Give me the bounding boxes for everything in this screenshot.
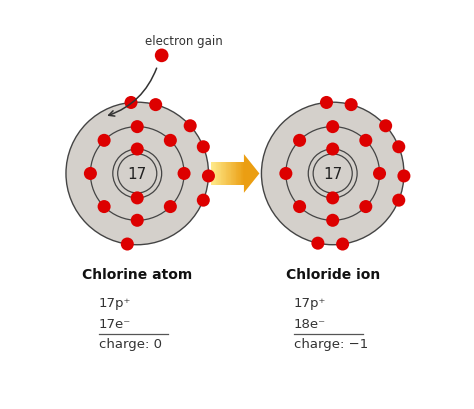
Circle shape	[98, 135, 110, 148]
Circle shape	[149, 99, 162, 112]
Circle shape	[392, 141, 405, 154]
Polygon shape	[224, 163, 225, 185]
Circle shape	[202, 170, 215, 183]
Circle shape	[197, 194, 210, 207]
Circle shape	[293, 135, 306, 148]
Polygon shape	[226, 163, 227, 185]
Polygon shape	[235, 163, 236, 185]
Circle shape	[336, 238, 349, 251]
Text: 18e⁻: 18e⁻	[294, 317, 326, 330]
Circle shape	[121, 238, 134, 251]
Text: 17e⁻: 17e⁻	[99, 317, 131, 330]
Polygon shape	[215, 163, 216, 185]
Text: Chlorine atom: Chlorine atom	[82, 267, 192, 281]
Polygon shape	[236, 163, 237, 185]
Circle shape	[183, 120, 197, 133]
Circle shape	[131, 214, 144, 227]
Circle shape	[293, 200, 306, 213]
Circle shape	[155, 49, 168, 63]
Circle shape	[66, 103, 209, 245]
Polygon shape	[237, 163, 238, 185]
Text: charge: 0: charge: 0	[99, 337, 162, 351]
Polygon shape	[234, 163, 235, 185]
Polygon shape	[232, 163, 233, 185]
Polygon shape	[223, 163, 224, 185]
Circle shape	[125, 97, 137, 110]
Polygon shape	[214, 163, 215, 185]
Circle shape	[286, 127, 380, 221]
Circle shape	[326, 214, 339, 227]
Circle shape	[91, 127, 184, 221]
Polygon shape	[227, 163, 228, 185]
Text: Chloride ion: Chloride ion	[285, 267, 380, 281]
Polygon shape	[231, 163, 232, 185]
Circle shape	[311, 237, 324, 250]
Polygon shape	[211, 163, 212, 185]
Polygon shape	[217, 163, 218, 185]
Polygon shape	[210, 163, 211, 185]
Circle shape	[313, 155, 352, 193]
Circle shape	[345, 99, 358, 112]
Polygon shape	[244, 155, 259, 193]
Polygon shape	[230, 163, 231, 185]
Circle shape	[359, 135, 372, 148]
Polygon shape	[238, 163, 239, 185]
Circle shape	[397, 170, 410, 183]
Circle shape	[326, 121, 339, 134]
Polygon shape	[239, 163, 240, 185]
Polygon shape	[228, 163, 229, 185]
Circle shape	[98, 200, 110, 213]
Polygon shape	[213, 163, 214, 185]
Polygon shape	[240, 163, 241, 185]
Polygon shape	[212, 163, 213, 185]
Text: 17p⁺: 17p⁺	[99, 297, 131, 310]
Text: 17p⁺: 17p⁺	[294, 297, 327, 310]
Circle shape	[118, 155, 157, 193]
Circle shape	[308, 150, 357, 198]
Polygon shape	[216, 163, 217, 185]
Polygon shape	[218, 163, 219, 185]
Circle shape	[379, 120, 392, 133]
Circle shape	[84, 168, 97, 180]
Polygon shape	[229, 163, 230, 185]
Circle shape	[164, 135, 177, 148]
Polygon shape	[243, 163, 244, 185]
Circle shape	[178, 168, 191, 180]
Circle shape	[320, 97, 333, 110]
Circle shape	[279, 168, 292, 180]
Text: 17: 17	[323, 166, 342, 182]
Text: electron gain: electron gain	[145, 35, 223, 48]
Polygon shape	[219, 163, 220, 185]
Circle shape	[164, 200, 177, 213]
Circle shape	[262, 103, 404, 245]
Polygon shape	[221, 163, 222, 185]
Text: 17: 17	[128, 166, 147, 182]
Text: charge: −1: charge: −1	[294, 337, 368, 351]
Polygon shape	[225, 163, 226, 185]
Circle shape	[131, 143, 144, 156]
Circle shape	[131, 121, 144, 134]
Circle shape	[326, 192, 339, 205]
Polygon shape	[242, 163, 243, 185]
Circle shape	[326, 143, 339, 156]
Circle shape	[359, 200, 372, 213]
Circle shape	[392, 194, 405, 207]
Circle shape	[131, 192, 144, 205]
Polygon shape	[233, 163, 234, 185]
Polygon shape	[222, 163, 223, 185]
Polygon shape	[220, 163, 221, 185]
Circle shape	[197, 141, 210, 154]
Circle shape	[113, 150, 162, 198]
Circle shape	[373, 168, 386, 180]
Polygon shape	[241, 163, 242, 185]
